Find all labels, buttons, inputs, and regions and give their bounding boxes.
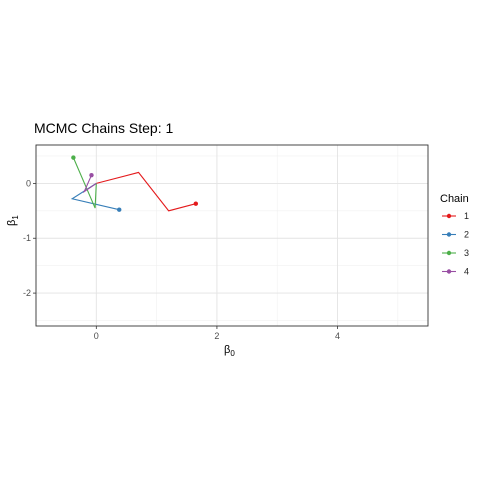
legend-label: 2 [464, 230, 469, 240]
y-tick-label: -2 [23, 288, 31, 298]
legend-title: Chain [440, 193, 469, 205]
legend-label: 4 [464, 267, 469, 277]
legend-key-point [446, 250, 452, 256]
legend-label: 3 [464, 248, 469, 258]
legend-label: 1 [464, 211, 469, 221]
x-tick-label: 4 [335, 331, 340, 341]
series-line-4 [82, 174, 97, 194]
y-tick-label: -1 [23, 233, 31, 243]
series-layer [70, 155, 199, 212]
axes-layer: 0 2 4 0 -1 -2 [23, 144, 429, 341]
legend-key-point [446, 232, 452, 237]
series-point-3 [71, 155, 76, 160]
series-point-1 [193, 201, 199, 206]
series-point-4 [89, 172, 94, 178]
series-line-3 [72, 157, 97, 209]
series-point-2 [117, 207, 122, 212]
chart-title: MCMC Chains Step: 1 [34, 120, 174, 136]
y-tick-label: 0 [26, 178, 31, 188]
x-tick-label: 2 [214, 331, 219, 341]
panel-border [35, 144, 429, 327]
legend-key-point [446, 269, 452, 274]
x-axis-title: β0 [224, 344, 235, 359]
y-axis-title: β1 [6, 215, 21, 226]
legend: 1 2 3 4 [442, 211, 469, 277]
legend-key-point [446, 213, 452, 219]
grid-lines [35, 145, 428, 326]
series-line-1 [96, 171, 196, 212]
x-tick-label: 0 [94, 331, 99, 341]
